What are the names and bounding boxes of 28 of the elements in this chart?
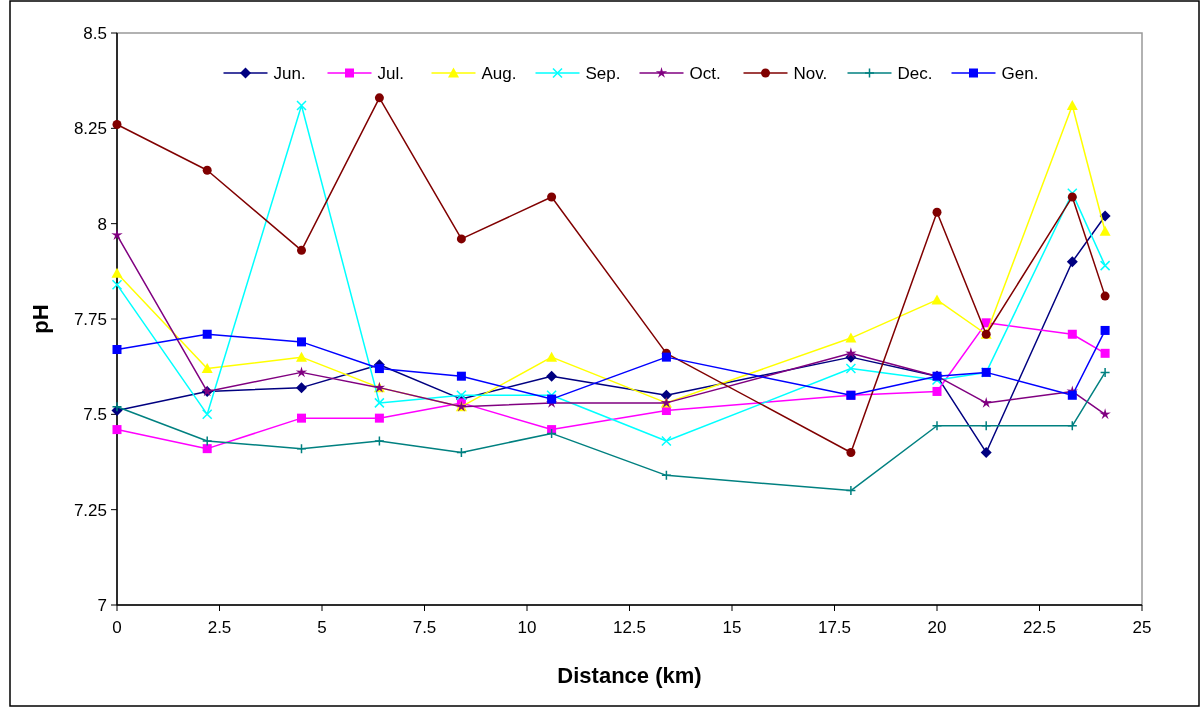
y-tick-label: 7.75 [73, 309, 107, 329]
x-tick-label: 20 [927, 618, 947, 637]
x-tick-label: 2.5 [207, 618, 232, 637]
x-axis-title: Distance (km) [557, 663, 702, 688]
x-tick-label: 0 [112, 618, 122, 637]
x-tick-label: 22.5 [1022, 618, 1057, 637]
legend-label: Jul. [377, 63, 404, 83]
legend-label: Nov. [793, 63, 828, 83]
y-tick-label: 7.5 [83, 405, 107, 425]
y-axis-title: pH [28, 304, 53, 334]
legend-label: Oct. [689, 63, 721, 83]
y-tick-label: 8 [97, 214, 107, 234]
y-tick-label: 8.5 [83, 23, 107, 43]
legend-label: Gen. [1001, 63, 1039, 83]
legend-label: Jun. [273, 63, 306, 83]
x-tick-label: 10 [517, 618, 537, 637]
legend-label: Dec. [897, 63, 933, 83]
x-tick-label: 17.5 [817, 618, 852, 637]
x-tick-label: 15 [722, 618, 742, 637]
y-tick-label: 8.25 [73, 119, 107, 139]
x-tick-label: 12.5 [612, 618, 647, 637]
x-tick-label: 5 [317, 618, 327, 637]
y-tick-label: 7 [97, 595, 107, 615]
legend-label: Sep. [585, 63, 621, 83]
legend-label: Aug. [481, 63, 517, 83]
x-tick-label: 7.5 [412, 618, 437, 637]
y-tick-label: 7.25 [73, 500, 107, 520]
x-tick-label: 25 [1132, 618, 1152, 637]
